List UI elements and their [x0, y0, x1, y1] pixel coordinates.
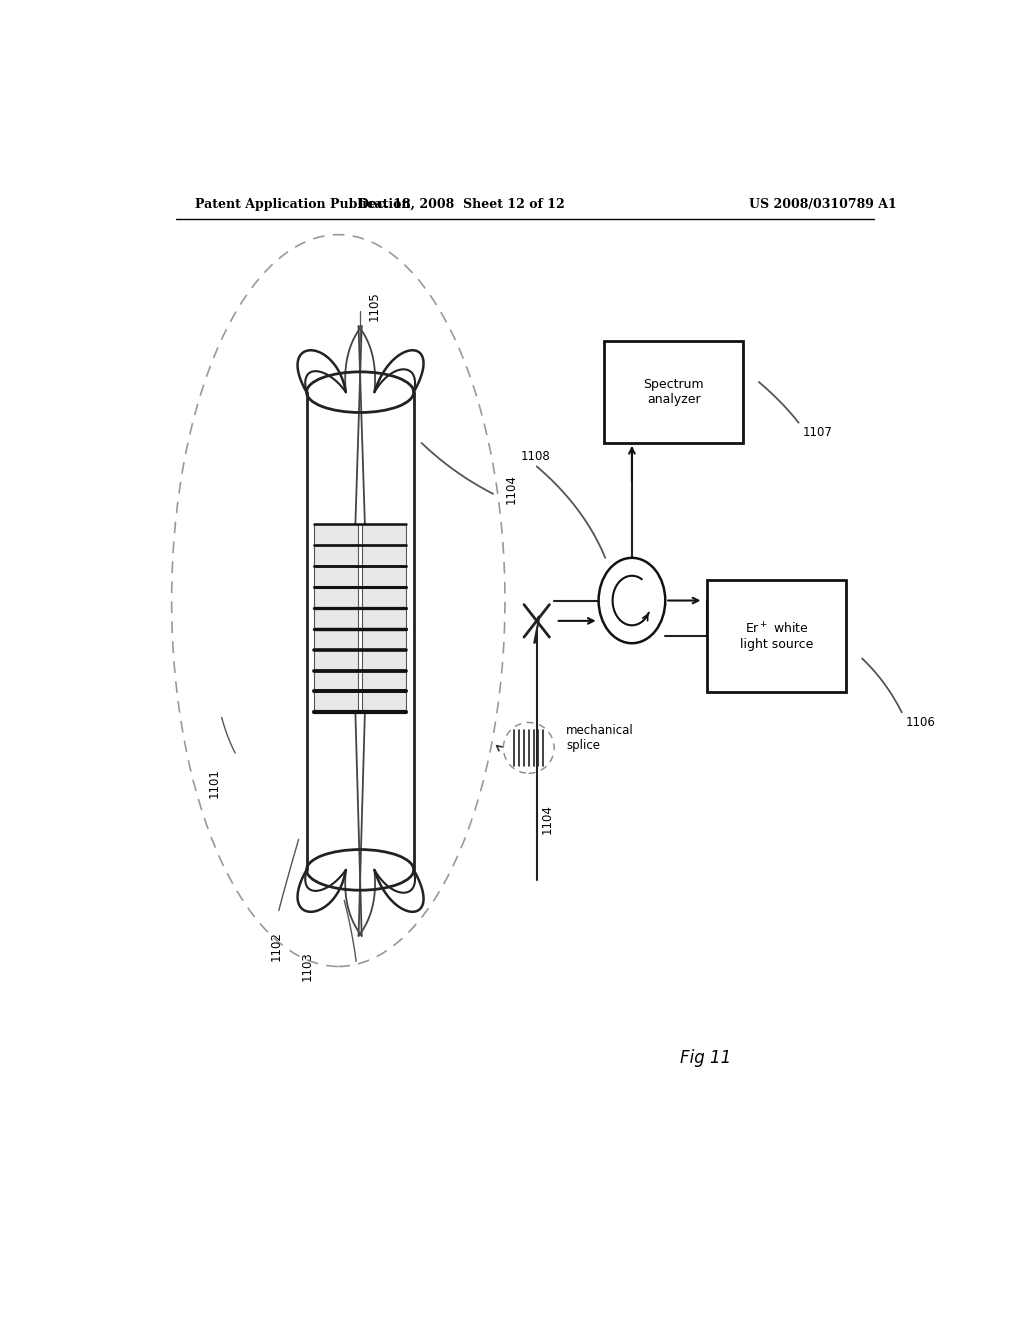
Bar — [362, 524, 406, 713]
Text: US 2008/0310789 A1: US 2008/0310789 A1 — [749, 198, 896, 211]
Bar — [604, 342, 743, 444]
Text: 1101: 1101 — [207, 768, 220, 799]
Text: 1103: 1103 — [301, 952, 314, 981]
Text: 1108: 1108 — [521, 450, 551, 463]
Bar — [708, 581, 846, 692]
Text: 1107: 1107 — [803, 426, 833, 440]
Circle shape — [599, 558, 666, 643]
Text: 1104: 1104 — [505, 474, 518, 504]
Text: Dec. 18, 2008  Sheet 12 of 12: Dec. 18, 2008 Sheet 12 of 12 — [358, 198, 564, 211]
Text: Spectrum
analyzer: Spectrum analyzer — [643, 378, 703, 407]
Bar — [314, 524, 358, 713]
Text: 1102: 1102 — [269, 931, 283, 961]
Text: Fig 11: Fig 11 — [680, 1049, 731, 1067]
Text: 1104: 1104 — [541, 804, 554, 834]
Text: 1106: 1106 — [905, 715, 936, 729]
Text: Er$^+$ white
light source: Er$^+$ white light source — [740, 620, 813, 651]
Text: 1105: 1105 — [368, 290, 381, 321]
Text: Patent Application Publication: Patent Application Publication — [196, 198, 411, 211]
Text: mechanical
splice: mechanical splice — [566, 723, 634, 752]
